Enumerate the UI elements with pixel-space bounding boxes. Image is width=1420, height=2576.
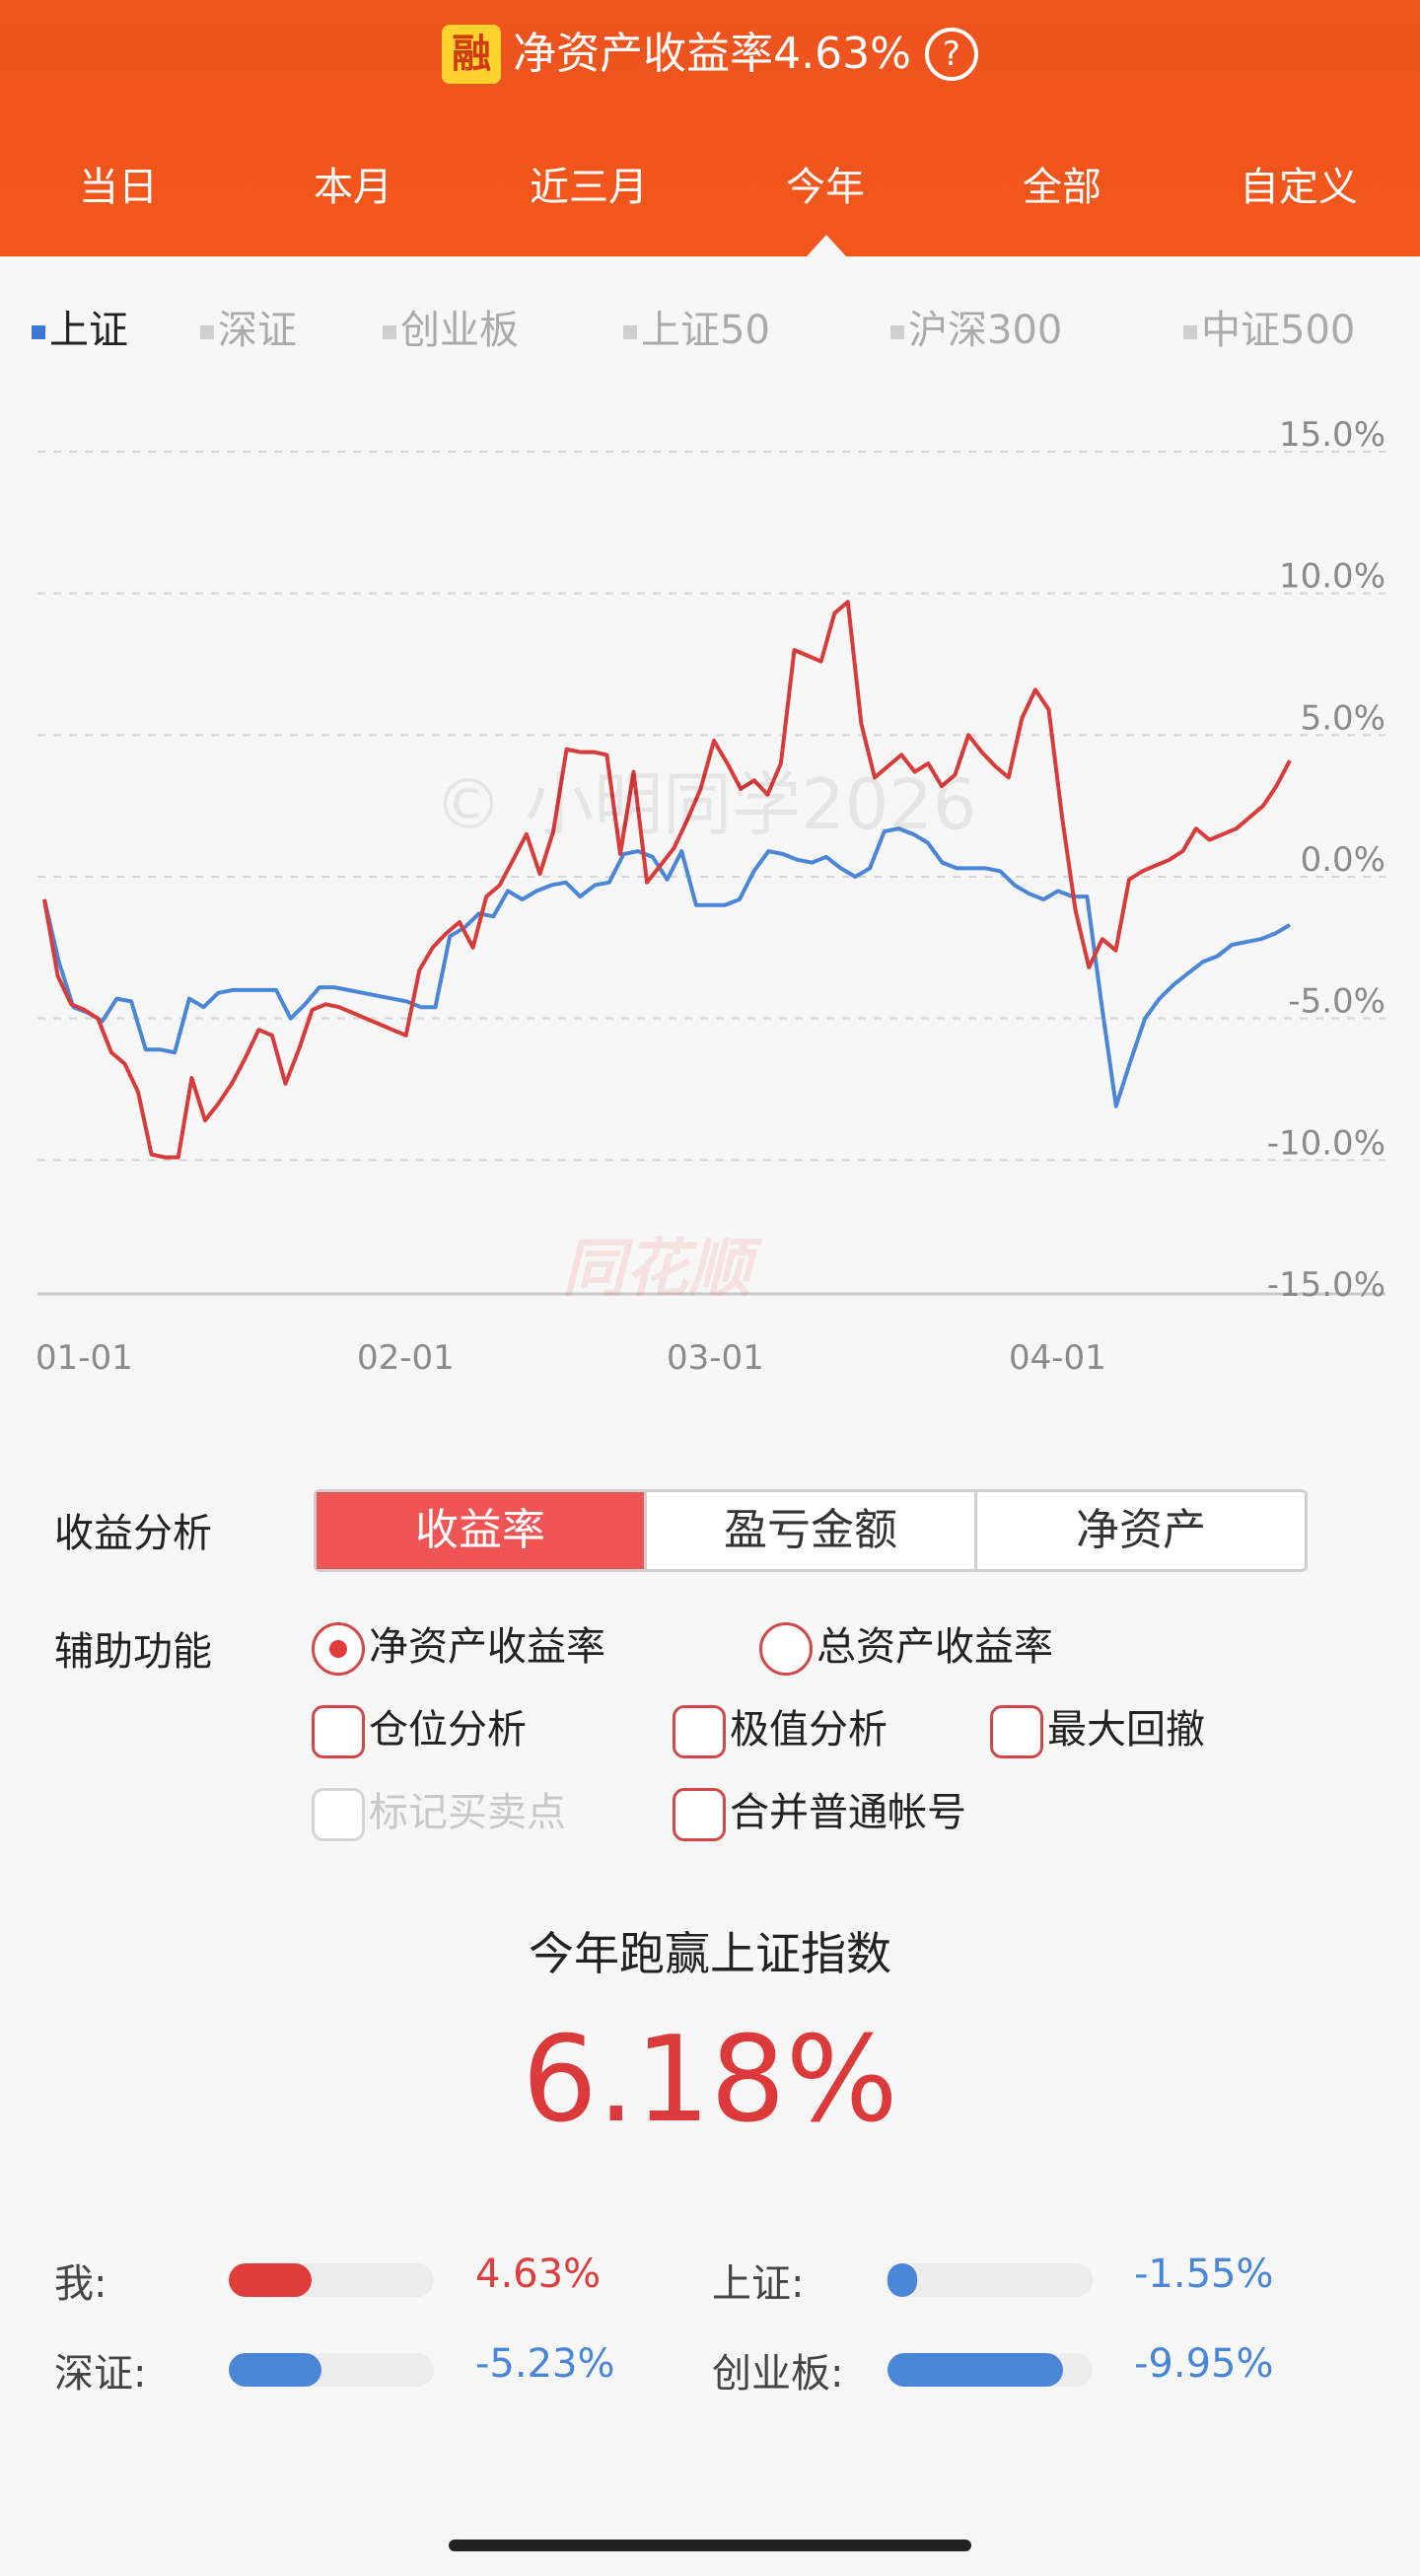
y-tick-label: -10.0% [1267,1123,1385,1163]
page-title: 净资产收益率4.63% [513,29,911,79]
tab-this-year[interactable]: 今年 [786,165,865,210]
index-label: 上证50 [641,308,770,353]
y-tick-label: -15.0% [1267,1265,1385,1305]
option-label: 合并普通帐号 [730,1790,966,1835]
x-tick-label: 01-01 [36,1338,133,1378]
option-label: 标记买卖点 [369,1790,566,1835]
radio-net-asset-return[interactable]: 净资产收益率 [312,1619,605,1676]
series-line-我 [42,600,1292,1160]
compare-bar-fill-shenzhen [229,2353,322,2387]
home-indicator[interactable] [449,2540,971,2551]
index-label: 中证500 [1201,308,1356,353]
checkbox-icon [312,1705,365,1758]
index-shenzhen[interactable]: 深证 [200,301,297,360]
compare-value-shenzhen: -5.23% [475,2341,615,2387]
checkbox-icon [673,1788,726,1841]
legend-marker-icon [890,325,904,339]
legend-marker-icon [623,325,637,339]
compare-value-shanghai: -1.55% [1134,2252,1274,2297]
compare-bar-fill-me [229,2263,312,2297]
y-tick-label: -5.0% [1288,982,1385,1022]
tab-three-months[interactable]: 近三月 [530,165,648,210]
copyright-watermark: © 小明同学2026 [434,764,977,845]
tab-all[interactable]: 全部 [1023,165,1101,210]
legend-marker-icon [1183,325,1197,339]
checkbox-icon [673,1705,726,1758]
compare-bar-fill-chinext [888,2353,1063,2387]
compare-bar-chinext [888,2353,1093,2387]
legend-marker-icon [32,325,45,339]
y-tick-label: 0.0% [1301,840,1385,880]
legend-marker-icon [383,325,396,339]
compare-bar-me [229,2263,434,2297]
header-title-row: 融净资产收益率4.63%? [0,18,1420,89]
compare-value-me: 4.63% [475,2252,602,2297]
index-selector: 上证 深证 创业板 上证50 沪深300 中证500 [0,301,1420,360]
segment-return-rate[interactable]: 收益率 [317,1492,647,1569]
series-line-上证 [42,826,1292,1109]
index-sse50[interactable]: 上证50 [623,301,770,360]
radio-total-asset-return[interactable]: 总资产收益率 [759,1619,1053,1676]
checkbox-merge-accounts[interactable]: 合并普通帐号 [673,1785,966,1841]
checkbox-mark-trades: 标记买卖点 [312,1785,566,1841]
tab-custom[interactable]: 自定义 [1240,165,1358,210]
y-tick-label: 10.0% [1279,557,1385,597]
compare-label-shenzhen: 深证: [54,2351,147,2397]
compare-value-chinext: -9.95% [1134,2341,1274,2387]
aux-label: 辅助功能 [54,1629,212,1675]
option-label: 总资产收益率 [816,1624,1053,1670]
beat-index-value: 6.18% [522,2012,898,2149]
index-label: 创业板 [400,308,519,353]
option-label: 净资产收益率 [369,1624,605,1670]
brand-watermark: 同花顺 [562,1233,751,1306]
beat-index-title: 今年跑赢上证指数 [529,1927,891,1980]
checkbox-disabled-icon [312,1788,365,1841]
index-chinext[interactable]: 创业板 [383,301,519,360]
checkbox-max-drawdown[interactable]: 最大回撤 [990,1702,1205,1758]
y-tick-label: 5.0% [1301,698,1385,738]
option-label: 极值分析 [730,1707,888,1753]
active-tab-caret-icon [807,235,846,256]
option-label: 最大回撤 [1047,1707,1205,1753]
help-icon[interactable]: ? [924,28,978,81]
legend-marker-icon [200,325,214,339]
x-tick-label: 03-01 [667,1338,764,1378]
compare-label-chinext: 创业板: [712,2351,844,2397]
x-tick-label: 02-01 [357,1338,455,1378]
compare-bar-shanghai [888,2263,1093,2297]
option-label: 仓位分析 [369,1707,527,1753]
checkbox-position-analysis[interactable]: 仓位分析 [312,1702,527,1758]
checkbox-icon [990,1705,1043,1758]
checkbox-extreme-analysis[interactable]: 极值分析 [673,1702,888,1758]
analysis-segmented-control: 收益率 盈亏金额 净资产 [314,1489,1308,1572]
y-tick-label: 15.0% [1279,415,1385,455]
compare-label-shanghai: 上证: [712,2261,805,2307]
analysis-label: 收益分析 [54,1511,212,1556]
header-bar: 融净资产收益率4.63%? 当日 本月 近三月 今年 全部 自定义 [0,0,1420,256]
radio-checked-icon [312,1622,365,1676]
radio-unchecked-icon [759,1622,813,1676]
return-chart[interactable]: 15.0% 10.0% 5.0% 0.0% -5.0% -10.0% -15.0% 01-01… [0,394,1420,1381]
index-label: 上证 [49,308,128,353]
period-tabs: 当日 本月 近三月 今年 全部 自定义 [0,148,1420,227]
tab-month[interactable]: 本月 [314,165,392,210]
index-csi500[interactable]: 中证500 [1183,301,1355,360]
compare-bar-shenzhen [229,2353,434,2387]
tab-today[interactable]: 当日 [79,165,158,210]
index-shanghai[interactable]: 上证 [32,301,128,360]
index-label: 沪深300 [908,308,1063,353]
return-chart-svg: 15.0% 10.0% 5.0% 0.0% -5.0% -10.0% -15.0% 01-01… [36,415,1385,1378]
index-csi300[interactable]: 沪深300 [890,301,1062,360]
margin-badge: 融 [442,25,502,84]
compare-bar-fill-shanghai [888,2263,917,2297]
segment-net-assets[interactable]: 净资产 [1076,1505,1206,1555]
segment-profit-amount[interactable]: 盈亏金额 [647,1492,977,1569]
x-tick-label: 04-01 [1009,1338,1106,1378]
compare-label-me: 我: [54,2261,107,2307]
index-label: 深证 [218,308,297,353]
